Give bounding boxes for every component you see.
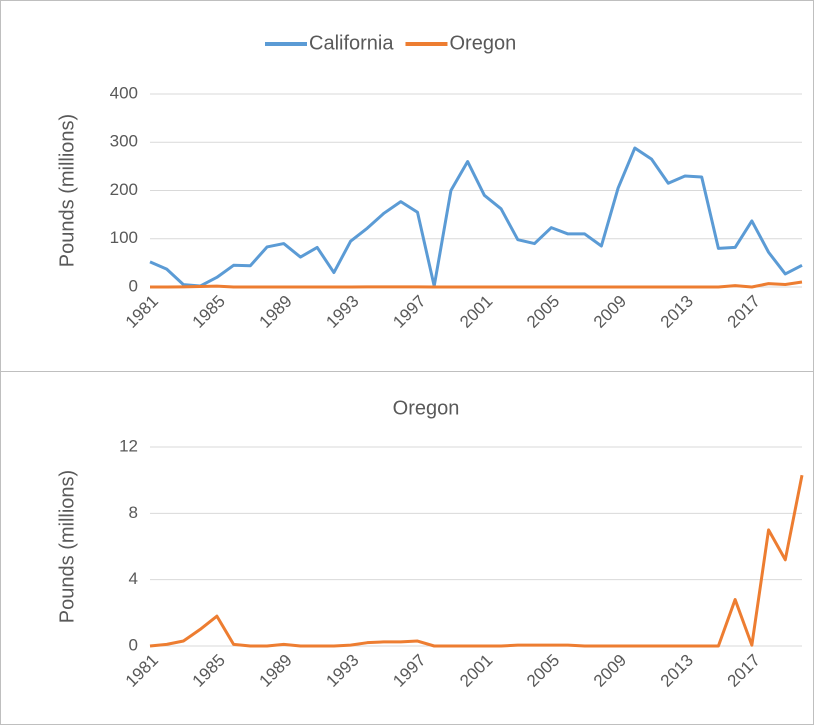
x-tick-label: 1989: [256, 651, 296, 691]
y-tick-label: 300: [110, 132, 138, 151]
y-tick-label: 12: [119, 436, 138, 455]
x-tick-label: 2017: [724, 651, 764, 691]
legend-label: Oregon: [449, 32, 516, 54]
y-tick-label: 0: [129, 635, 138, 654]
x-tick-label: 1985: [189, 651, 229, 691]
y-tick-label: 100: [110, 228, 138, 247]
x-tick-label: 1993: [322, 292, 362, 332]
y-axis-label: Pounds (millions): [56, 114, 78, 267]
data-line: [149, 146, 803, 288]
x-tick-label: 2001: [456, 292, 496, 332]
x-tick-label: 2013: [657, 292, 697, 332]
y-tick-label: 0: [129, 276, 138, 295]
x-tick-label: 1981: [122, 292, 162, 332]
y-tick-label: 200: [110, 180, 138, 199]
x-tick-label: 2009: [590, 651, 630, 691]
x-tick-label: 1993: [322, 651, 362, 691]
chart-title: Oregon: [393, 397, 460, 419]
x-tick-label: 1989: [256, 292, 296, 332]
x-tick-label: 2005: [523, 651, 563, 691]
x-tick-label: 1997: [389, 651, 429, 691]
data-line: [149, 280, 803, 289]
x-tick-label: 1985: [189, 292, 229, 332]
x-tick-label: 1997: [389, 292, 429, 332]
x-tick-label: 2009: [590, 292, 630, 332]
x-tick-label: 1981: [122, 651, 162, 691]
x-tick-label: 2001: [456, 651, 496, 691]
y-tick-label: 400: [110, 83, 138, 102]
y-tick-label: 4: [129, 569, 138, 588]
x-tick-label: 2017: [724, 292, 764, 332]
x-tick-label: 2013: [657, 651, 697, 691]
x-tick-label: 2005: [523, 292, 563, 332]
y-axis-label: Pounds (millions): [56, 470, 78, 623]
y-tick-label: 8: [129, 503, 138, 522]
data-line: [149, 474, 804, 648]
legend-label: California: [309, 32, 394, 54]
